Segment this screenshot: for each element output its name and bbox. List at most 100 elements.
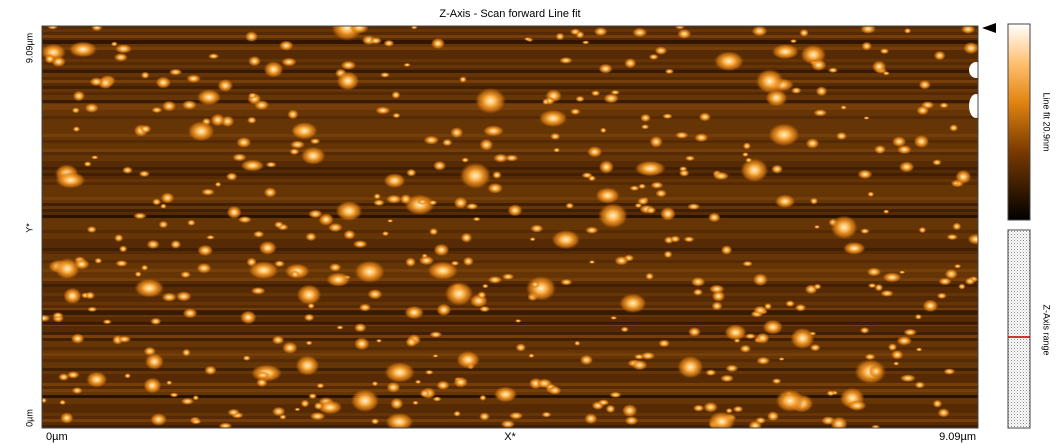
grain (240, 311, 256, 325)
grain (433, 397, 442, 402)
grain (580, 355, 593, 365)
grain (382, 231, 389, 236)
grain (251, 287, 266, 295)
colorbar-label: Line fit 20.9nm (1042, 92, 1052, 151)
grain (765, 89, 787, 107)
scan-line (42, 338, 978, 341)
grain (170, 240, 181, 249)
grain (893, 362, 899, 366)
grain (424, 136, 440, 145)
grain (904, 28, 911, 34)
grain (897, 336, 913, 346)
grain (162, 293, 177, 302)
grain (863, 116, 869, 119)
grain (354, 260, 385, 283)
grain (670, 236, 680, 243)
grain (883, 210, 889, 214)
grain (73, 126, 80, 132)
grain (560, 279, 572, 286)
grain (530, 224, 543, 232)
grain (118, 336, 131, 343)
grain (574, 341, 580, 346)
grain (197, 245, 213, 256)
scan-line (42, 404, 978, 407)
scan-line (42, 185, 978, 188)
grain (370, 37, 382, 44)
scan-line (42, 356, 978, 359)
grain (646, 207, 656, 214)
grain (814, 225, 820, 229)
grain (501, 420, 515, 428)
grain (740, 345, 751, 353)
grain (473, 217, 481, 221)
grain (114, 53, 128, 62)
grain (542, 99, 549, 105)
grain (595, 187, 619, 203)
scan-line (42, 140, 978, 143)
grain (45, 54, 56, 63)
scan-line (42, 242, 978, 245)
grain (419, 256, 434, 265)
grain (528, 354, 534, 358)
scan-line (42, 173, 978, 176)
grain (71, 333, 85, 343)
grain (415, 380, 421, 384)
range-bar (1008, 230, 1030, 428)
grain (232, 153, 246, 161)
grain (795, 304, 806, 312)
scan-line (42, 35, 978, 38)
grain (872, 61, 886, 73)
scan-line (42, 332, 978, 335)
grain (891, 350, 904, 360)
scan-line (42, 200, 978, 203)
grain (328, 223, 343, 232)
grain (425, 370, 434, 375)
grain (575, 96, 584, 102)
scan-line (42, 281, 978, 284)
grain (297, 284, 322, 305)
grain (952, 223, 961, 231)
grain (368, 289, 383, 299)
grain (291, 122, 318, 140)
grain (480, 139, 494, 151)
grain (183, 308, 198, 318)
grain (272, 336, 284, 345)
grain (899, 161, 914, 172)
grain (526, 276, 557, 301)
grain (460, 162, 491, 189)
scan-line (42, 161, 978, 164)
grain (641, 124, 649, 129)
grain (170, 393, 179, 398)
grain (658, 340, 670, 348)
grain (635, 161, 666, 177)
grain (963, 42, 979, 54)
grain (305, 232, 316, 241)
scan-line (42, 254, 978, 257)
scan-line (42, 317, 978, 320)
scan-line (42, 194, 978, 197)
grain (919, 227, 927, 233)
grain (904, 329, 917, 336)
grain (516, 343, 527, 351)
scan-line (42, 383, 978, 386)
grain (915, 382, 926, 389)
grain (143, 377, 161, 393)
grain (436, 381, 449, 390)
grain (86, 371, 107, 387)
grain (314, 402, 324, 410)
grain (641, 352, 656, 360)
grain (53, 312, 64, 318)
scan-line (42, 245, 978, 248)
grain (434, 244, 450, 257)
grain (531, 281, 540, 288)
grain (215, 182, 221, 187)
scan-line (42, 344, 978, 347)
grain (337, 325, 344, 329)
grain (615, 256, 629, 265)
scan-line (42, 287, 978, 290)
grain (380, 72, 390, 77)
grain (115, 260, 128, 267)
scan-line (42, 170, 978, 173)
scan-line (42, 335, 978, 338)
grain (836, 132, 847, 140)
